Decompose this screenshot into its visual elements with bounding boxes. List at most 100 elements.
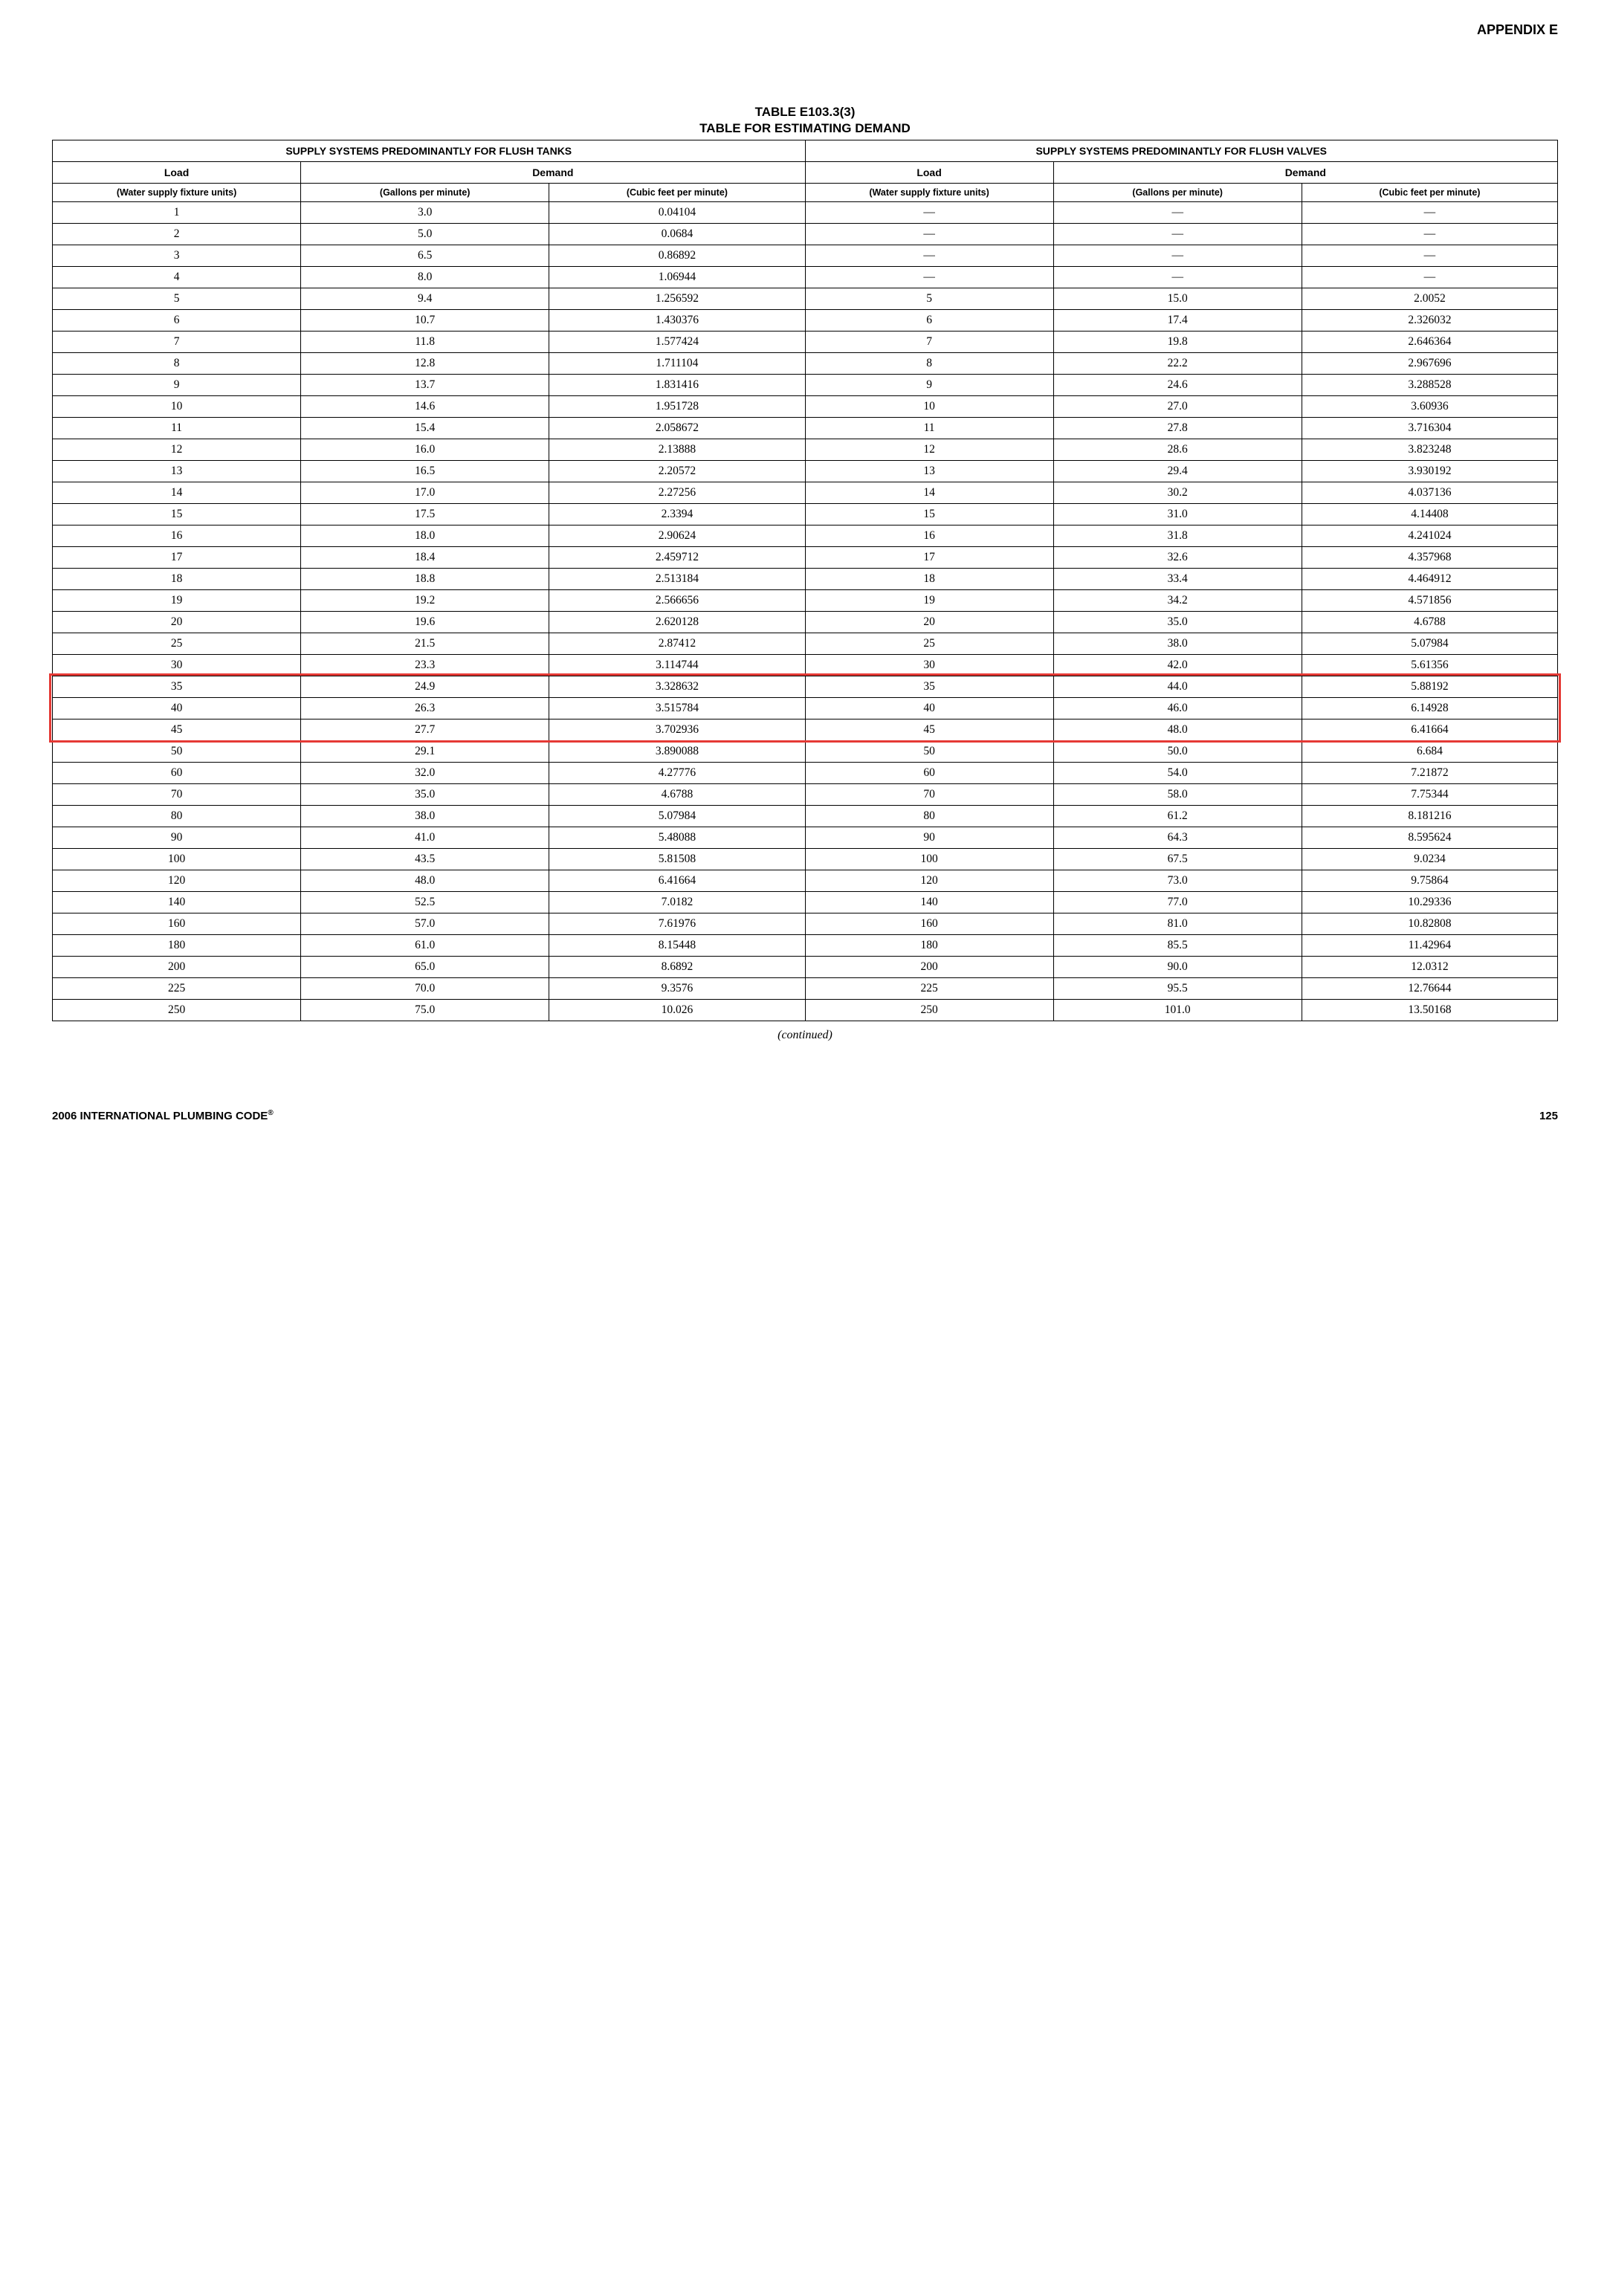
table-cell: 5.48088 bbox=[549, 827, 805, 849]
table-cell: 41.0 bbox=[301, 827, 549, 849]
unit-wsfu-right: (Water supply fixture units) bbox=[805, 184, 1053, 202]
table-cell: 85.5 bbox=[1053, 935, 1302, 957]
table-cell: 120 bbox=[53, 870, 301, 892]
table-cell: 50 bbox=[805, 741, 1053, 763]
table-cell: 4.037136 bbox=[1302, 482, 1557, 504]
table-cell: 17.0 bbox=[301, 482, 549, 504]
table-cell: 3.515784 bbox=[549, 698, 805, 719]
table-cell: 9.4 bbox=[301, 288, 549, 310]
table-row: 711.81.577424719.82.646364 bbox=[53, 332, 1558, 353]
table-cell: 2.13888 bbox=[549, 439, 805, 461]
table-cell: 45 bbox=[805, 719, 1053, 741]
table-cell: 16 bbox=[805, 526, 1053, 547]
table-cell: 35.0 bbox=[301, 784, 549, 806]
table-cell: 15 bbox=[805, 504, 1053, 526]
table-cell: 5.07984 bbox=[549, 806, 805, 827]
footer-page: 125 bbox=[1539, 1110, 1558, 1122]
table-row: 1919.22.5666561934.24.571856 bbox=[53, 590, 1558, 612]
table-cell: 19.2 bbox=[301, 590, 549, 612]
table-caption: TABLE E103.3(3) TABLE FOR ESTIMATING DEM… bbox=[52, 104, 1558, 137]
table-row: 1316.52.205721329.43.930192 bbox=[53, 461, 1558, 482]
sub-demand-right: Demand bbox=[1053, 162, 1557, 184]
table-row: 5029.13.8900885050.06.684 bbox=[53, 741, 1558, 763]
table-cell: — bbox=[1053, 202, 1302, 224]
table-cell: 30 bbox=[805, 655, 1053, 676]
table-cell: 19 bbox=[805, 590, 1053, 612]
table-cell: 26.3 bbox=[301, 698, 549, 719]
table-cell: 44.0 bbox=[1053, 676, 1302, 698]
table-cell: 4 bbox=[53, 267, 301, 288]
sub-load-left: Load bbox=[53, 162, 301, 184]
table-body: 13.00.04104———25.00.0684———36.50.86892——… bbox=[53, 202, 1558, 1021]
continued-label: (continued) bbox=[52, 1029, 1558, 1042]
table-cell: 1.577424 bbox=[549, 332, 805, 353]
table-cell: 6.5 bbox=[301, 245, 549, 267]
table-cell: — bbox=[805, 245, 1053, 267]
table-cell: — bbox=[1053, 267, 1302, 288]
table-row: 1115.42.0586721127.83.716304 bbox=[53, 418, 1558, 439]
table-cell: 70 bbox=[53, 784, 301, 806]
table-cell: 8 bbox=[53, 353, 301, 375]
table-cell: 16 bbox=[53, 526, 301, 547]
table-cell: 54.0 bbox=[1053, 763, 1302, 784]
table-cell: 16.5 bbox=[301, 461, 549, 482]
table-cell: 9.3576 bbox=[549, 978, 805, 1000]
table-cell: 7 bbox=[53, 332, 301, 353]
table-cell: 7.0182 bbox=[549, 892, 805, 913]
table-cell: 29.1 bbox=[301, 741, 549, 763]
table-cell: 70 bbox=[805, 784, 1053, 806]
table-row: 6032.04.277766054.07.21872 bbox=[53, 763, 1558, 784]
table-cell: 12 bbox=[805, 439, 1053, 461]
table-cell: 3.716304 bbox=[1302, 418, 1557, 439]
table-cell: 13.7 bbox=[301, 375, 549, 396]
table-cell: 2.20572 bbox=[549, 461, 805, 482]
table-cell: 8.0 bbox=[301, 267, 549, 288]
table-cell: 12 bbox=[53, 439, 301, 461]
table-cell: 2.646364 bbox=[1302, 332, 1557, 353]
table-cell: 45 bbox=[53, 719, 301, 741]
table-cell: 10.82808 bbox=[1302, 913, 1557, 935]
unit-gpm-left: (Gallons per minute) bbox=[301, 184, 549, 202]
table-cell: 2.87412 bbox=[549, 633, 805, 655]
table-cell: 1.831416 bbox=[549, 375, 805, 396]
table-cell: 7.75344 bbox=[1302, 784, 1557, 806]
table-cell: 46.0 bbox=[1053, 698, 1302, 719]
table-cell: 35 bbox=[805, 676, 1053, 698]
table-row: 3524.93.3286323544.05.88192 bbox=[53, 676, 1558, 698]
table-row: 22570.09.357622595.512.76644 bbox=[53, 978, 1558, 1000]
group-header-left: SUPPLY SYSTEMS PREDOMINANTLY FOR FLUSH T… bbox=[53, 140, 806, 162]
table-cell: 31.8 bbox=[1053, 526, 1302, 547]
table-cell: 61.2 bbox=[1053, 806, 1302, 827]
table-row: 25.00.0684——— bbox=[53, 224, 1558, 245]
table-cell: 80 bbox=[805, 806, 1053, 827]
table-cell: 32.0 bbox=[301, 763, 549, 784]
table-cell: 64.3 bbox=[1053, 827, 1302, 849]
table-cell: 58.0 bbox=[1053, 784, 1302, 806]
page-footer: 2006 INTERNATIONAL PLUMBING CODE® 125 bbox=[52, 1109, 1558, 1122]
table-cell: 11 bbox=[53, 418, 301, 439]
table-cell: 90 bbox=[53, 827, 301, 849]
group-header-row: SUPPLY SYSTEMS PREDOMINANTLY FOR FLUSH T… bbox=[53, 140, 1558, 162]
table-cell: 250 bbox=[805, 1000, 1053, 1021]
table-cell: 4.6788 bbox=[549, 784, 805, 806]
table-cell: 3.890088 bbox=[549, 741, 805, 763]
table-cell: 27.8 bbox=[1053, 418, 1302, 439]
table-cell: 6.14928 bbox=[1302, 698, 1557, 719]
table-cell: 1 bbox=[53, 202, 301, 224]
table-cell: 8.15448 bbox=[549, 935, 805, 957]
table-cell: 80 bbox=[53, 806, 301, 827]
table-cell: 140 bbox=[53, 892, 301, 913]
table-cell: 4.571856 bbox=[1302, 590, 1557, 612]
table-row: 812.81.711104822.22.967696 bbox=[53, 353, 1558, 375]
sub-demand-left: Demand bbox=[301, 162, 805, 184]
demand-table: SUPPLY SYSTEMS PREDOMINANTLY FOR FLUSH T… bbox=[52, 140, 1558, 1021]
table-cell: 17.5 bbox=[301, 504, 549, 526]
table-row: 1718.42.4597121732.64.357968 bbox=[53, 547, 1558, 569]
table-cell: 3 bbox=[53, 245, 301, 267]
table-cell: 160 bbox=[53, 913, 301, 935]
table-cell: 14 bbox=[53, 482, 301, 504]
caption-line1: TABLE E103.3(3) bbox=[755, 105, 856, 119]
table-cell: 5.88192 bbox=[1302, 676, 1557, 698]
table-cell: 73.0 bbox=[1053, 870, 1302, 892]
table-cell: 1.951728 bbox=[549, 396, 805, 418]
